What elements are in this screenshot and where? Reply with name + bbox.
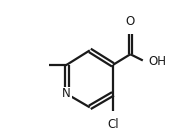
Text: OH: OH xyxy=(148,55,166,68)
Text: Cl: Cl xyxy=(107,118,119,131)
Text: N: N xyxy=(62,87,71,100)
Text: O: O xyxy=(126,15,135,28)
